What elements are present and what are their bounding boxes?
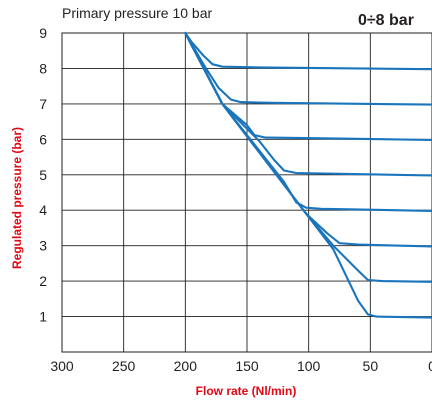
x-tick-label: 300 xyxy=(50,358,74,374)
x-tick-label: 100 xyxy=(297,358,321,374)
y-tick-label: 7 xyxy=(39,96,47,112)
y-tick-label: 8 xyxy=(39,60,47,76)
y-tick-label: 9 xyxy=(39,25,47,41)
tick-layer: 300 250 200 150 100 50 0 1 2 3 4 5 6 7 8 9 xyxy=(39,25,432,374)
series-line-2 xyxy=(184,31,432,106)
chart-subtitle: 0÷8 bar xyxy=(358,12,414,29)
y-tick-label: 1 xyxy=(39,309,47,325)
chart-title: Primary pressure 10 bar xyxy=(62,5,213,21)
y-tick-label: 2 xyxy=(39,273,47,289)
x-tick-label: 50 xyxy=(363,358,379,374)
y-tick-label: 6 xyxy=(39,131,47,147)
y-tick-label: 4 xyxy=(39,202,47,218)
y-axis-label: Regulated pressure (bar) xyxy=(10,127,24,269)
y-tick-label: 3 xyxy=(39,238,47,254)
grid-layer xyxy=(61,32,432,353)
series-line-8 xyxy=(184,31,432,319)
x-tick-label: 150 xyxy=(235,358,259,374)
series-layer xyxy=(184,31,432,319)
y-tick-label: 5 xyxy=(39,167,47,183)
x-tick-label: 0 xyxy=(428,358,432,374)
x-axis-label: Flow rate (Nl/min) xyxy=(196,384,297,398)
x-tick-label: 250 xyxy=(112,358,136,374)
x-tick-label: 200 xyxy=(174,358,198,374)
